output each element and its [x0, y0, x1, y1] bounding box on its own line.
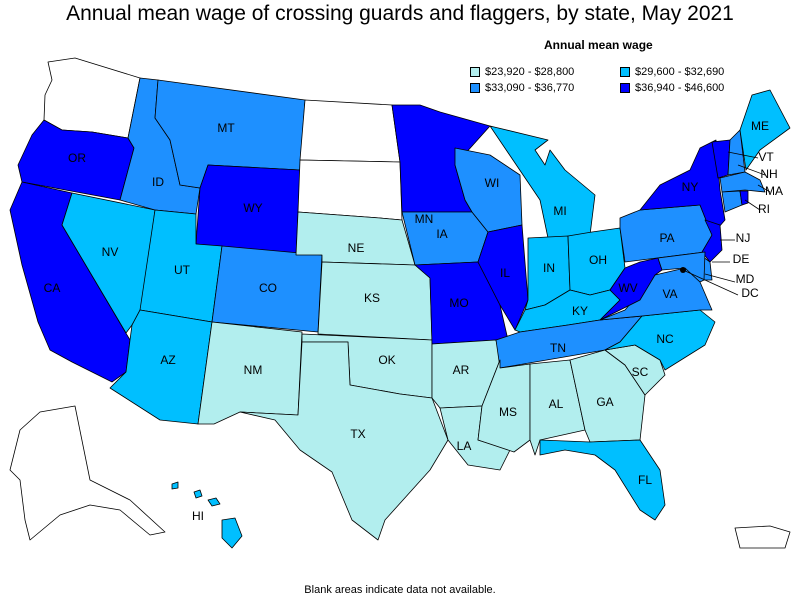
state-label-MD: MD [736, 272, 755, 286]
state-label-MT: MT [217, 121, 235, 135]
state-SD[interactable] [297, 159, 403, 221]
legend-swatch-1 [620, 67, 630, 77]
state-label-AZ: AZ [160, 353, 175, 367]
state-label-VA: VA [662, 287, 677, 301]
state-label-OK: OK [378, 353, 395, 367]
footnote: Blank areas indicate data not available. [304, 584, 496, 596]
state-HI[interactable] [171, 481, 243, 549]
state-label-RI: RI [758, 202, 770, 216]
state-label-MN: MN [415, 212, 434, 226]
state-AK[interactable] [9, 405, 166, 541]
state-label-NH: NH [760, 167, 777, 181]
state-label-GA: GA [596, 395, 613, 409]
state-label-KY: KY [572, 304, 588, 318]
state-label-MI: MI [553, 204, 566, 218]
legend-swatch-3 [620, 83, 630, 93]
state-label-WI: WI [485, 176, 500, 190]
state-label-NC: NC [656, 332, 674, 346]
legend-title: Annual mean wage [544, 38, 653, 52]
state-label-ID: ID [152, 175, 164, 189]
state-label-DE: DE [733, 252, 750, 266]
state-label-MO: MO [449, 296, 468, 310]
legend-item-1: $29,600 - $32,690 [620, 66, 724, 78]
state-MI[interactable] [489, 125, 596, 239]
legend-item-3: $36,940 - $46,600 [620, 82, 724, 94]
legend-item-2: $33,090 - $36,770 [470, 82, 574, 94]
state-WV[interactable] [599, 257, 663, 321]
state-label-MS: MS [499, 405, 517, 419]
state-label-IN: IN [543, 261, 555, 275]
state-ME[interactable] [739, 89, 791, 171]
state-label-OR: OR [68, 151, 86, 165]
legend-label-1: $29,600 - $32,690 [635, 66, 725, 78]
state-label-FL: FL [638, 473, 652, 487]
state-label-DC: DC [741, 286, 759, 300]
legend-item-0: $23,920 - $28,800 [470, 66, 574, 78]
state-label-WY: WY [243, 201, 262, 215]
state-label-NM: NM [244, 363, 263, 377]
state-label-TN: TN [550, 341, 566, 355]
state-label-IL: IL [500, 266, 510, 280]
state-TX[interactable] [239, 341, 449, 541]
state-WA[interactable] [43, 57, 141, 139]
state-PR[interactable] [734, 525, 791, 549]
state-label-OH: OH [589, 253, 607, 267]
state-label-NY: NY [682, 180, 699, 194]
state-label-WV: WV [618, 281, 637, 295]
state-label-VT: VT [758, 150, 774, 164]
legend-swatch-2 [470, 83, 480, 93]
legend-label-3: $36,940 - $46,600 [635, 82, 725, 94]
legend-label-0: $23,920 - $28,800 [485, 66, 575, 78]
state-label-CA: CA [44, 281, 61, 295]
state-RI[interactable] [739, 190, 749, 206]
state-label-PA: PA [659, 231, 674, 245]
legend-label-2: $33,090 - $36,770 [485, 82, 575, 94]
legend: Annual mean wage $23,920 - $28,800 $29,6… [470, 38, 800, 98]
state-label-SC: SC [632, 365, 649, 379]
state-label-LA: LA [457, 439, 472, 453]
state-label-HI: HI [192, 509, 204, 523]
state-label-KS: KS [364, 291, 380, 305]
state-label-TX: TX [350, 427, 365, 441]
state-label-CO: CO [259, 281, 277, 295]
state-label-UT: UT [174, 263, 191, 277]
state-label-NJ: NJ [736, 231, 751, 245]
map-title: Annual mean wage of crossing guards and … [66, 2, 734, 25]
state-ND[interactable] [299, 99, 401, 163]
state-label-NV: NV [102, 245, 119, 259]
state-label-MA: MA [765, 184, 783, 198]
legend-swatch-0 [470, 67, 480, 77]
state-label-NE: NE [348, 241, 365, 255]
state-label-ME: ME [751, 119, 769, 133]
state-label-AR: AR [453, 363, 470, 377]
state-FL[interactable] [539, 439, 666, 521]
state-CT[interactable] [721, 190, 743, 213]
state-label-IA: IA [436, 227, 447, 241]
state-label-AL: AL [549, 397, 564, 411]
